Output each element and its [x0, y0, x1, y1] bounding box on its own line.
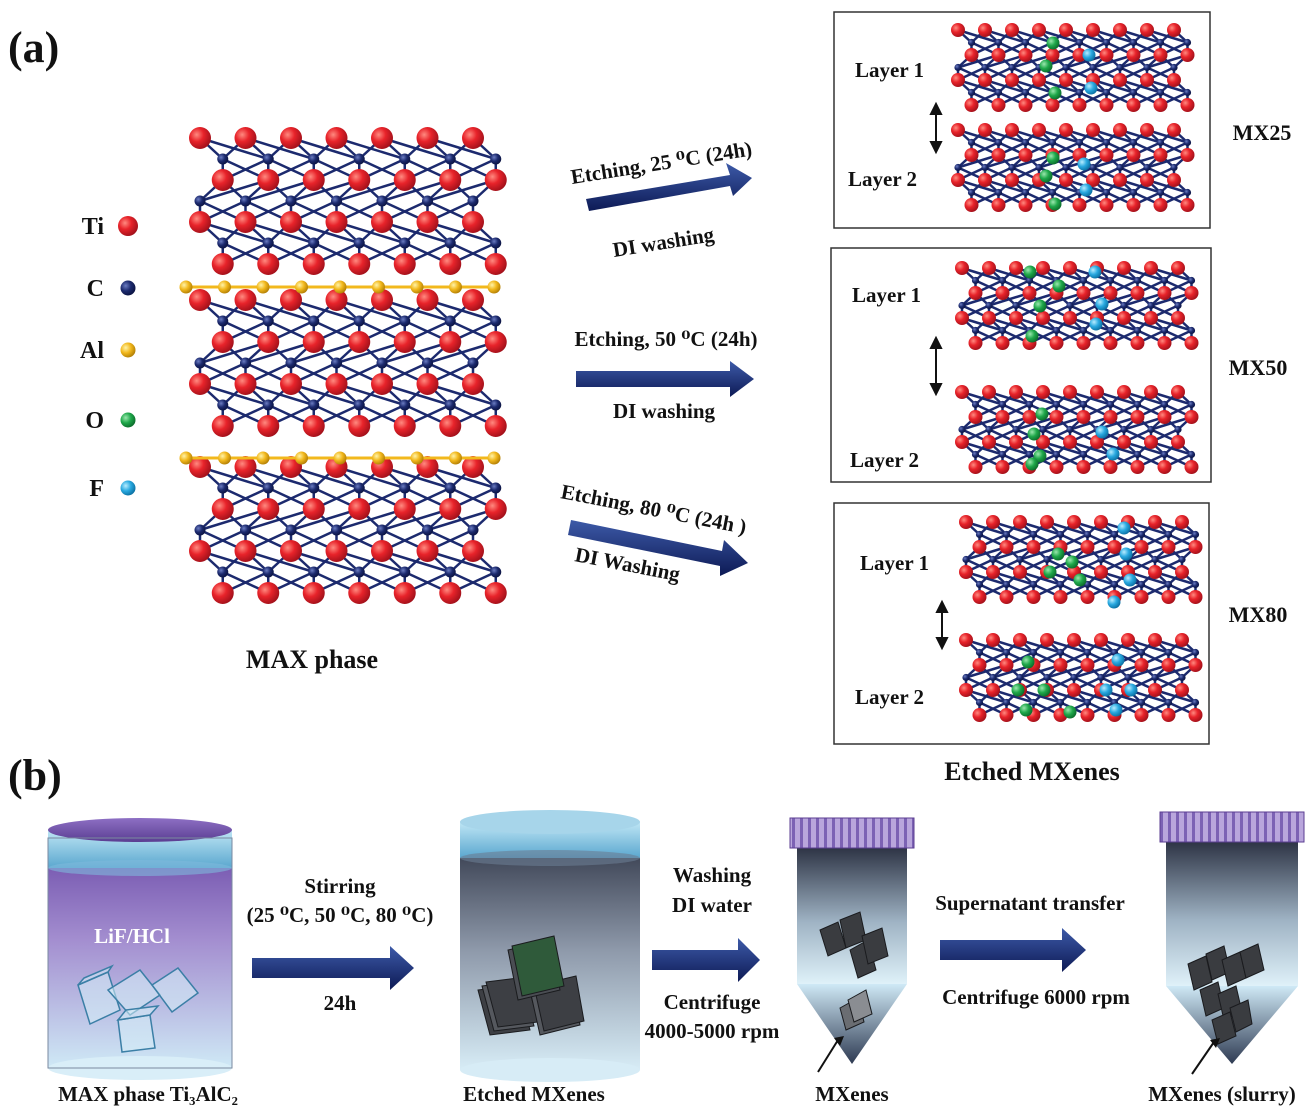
tube2-caption: MXenes (slurry)	[1148, 1082, 1296, 1106]
etching-step-50-top: Etching, 50 ⁰C (24h)	[574, 327, 757, 351]
stirring-arrow	[252, 946, 414, 990]
mx80-layer2	[959, 633, 1203, 722]
arrow2-label-top1: Washing	[673, 863, 752, 887]
legend-swatch-c	[120, 280, 136, 296]
panel-label-b: (b)	[8, 751, 62, 800]
legend-label-ti: Ti	[82, 214, 105, 240]
max-slab-3	[189, 456, 507, 604]
jar2-caption: Etched MXenes	[463, 1082, 605, 1106]
al-layer-1	[179, 280, 501, 294]
jar-etched-mxenes	[460, 810, 640, 1082]
etching-step-25-bottom: DI washing	[611, 222, 716, 262]
mx25-layer1	[951, 23, 1195, 112]
legend-label-al: Al	[80, 338, 104, 364]
arrow1-label-bottom: 24h	[324, 991, 357, 1015]
supernatant-arrow	[940, 928, 1086, 972]
element-legend: Ti C Al O F	[80, 214, 138, 502]
jar1-caption: MAX phase Ti₃AlC₂	[58, 1082, 238, 1106]
max-slab-2	[189, 289, 507, 437]
legend-label-o: O	[85, 408, 104, 434]
sample-label-mx25: MX25	[1233, 120, 1292, 145]
legend-label-f: F	[89, 476, 104, 502]
arrow3-label-bottom: Centrifuge 6000 rpm	[942, 985, 1130, 1009]
mx50-layer1	[955, 261, 1199, 350]
centrifuge-tube-2	[1159, 811, 1305, 1075]
etching-arrow-80: Etching, 80 ⁰C (24h ) DI Washing	[559, 479, 748, 586]
mx25-layer2	[951, 123, 1195, 212]
mx80-layer1	[959, 515, 1203, 609]
panel-label-a: (a)	[8, 23, 59, 72]
arrow2-label-bottom2: 4000-5000 rpm	[645, 1019, 780, 1043]
tube1-caption: MXenes	[815, 1082, 888, 1106]
mx80-layer2-label: Layer 2	[855, 685, 924, 709]
sample-label-mx80: MX80	[1229, 602, 1288, 627]
arrow1-label-top2: (25 ⁰C, 50 ⁰C, 80 ⁰C)	[247, 903, 434, 927]
etching-step-50-bottom: DI washing	[613, 399, 716, 423]
max-crystal-cubes	[77, 964, 200, 1053]
etching-arrow-50: Etching, 50 ⁰C (24h) DI washing	[574, 327, 757, 423]
legend-swatch-f	[120, 480, 136, 496]
mxene-flake-stacks	[477, 935, 585, 1036]
mx25-layer2-label: Layer 2	[848, 167, 917, 191]
legend-label-c: C	[87, 276, 104, 302]
etching-arrow-25: Etching, 25 ⁰C (24h) DI washing	[569, 137, 754, 262]
jar-lif-hcl: LiF/HCl	[47, 818, 233, 1080]
layer-gap-arrows	[929, 101, 949, 651]
arrow2-label-top2: DI water	[672, 893, 752, 917]
jar1-inner-label: LiF/HCl	[94, 924, 170, 948]
max-slab-1	[189, 127, 507, 275]
washing-arrow	[652, 938, 760, 982]
tube2-slurry-flakes	[1187, 943, 1265, 1045]
max-phase-lattice	[179, 127, 507, 604]
mx50-layer2	[955, 385, 1199, 474]
mx25-layer1-label: Layer 1	[855, 58, 924, 82]
centrifuge-tube-1	[789, 817, 915, 1073]
sample-label-mx50: MX50	[1229, 355, 1288, 380]
legend-swatch-o	[120, 412, 136, 428]
etched-mxenes-caption: Etched MXenes	[944, 757, 1119, 786]
mx50-layer2-label: Layer 2	[850, 448, 919, 472]
al-layer-2	[179, 451, 501, 465]
max-phase-label: MAX phase	[246, 645, 378, 674]
legend-swatch-al	[120, 342, 136, 358]
tube1-flakes	[819, 911, 889, 1031]
arrow1-label-top1: Stirring	[304, 874, 376, 898]
arrow2-label-bottom1: Centrifuge	[664, 990, 761, 1014]
legend-swatch-ti	[118, 216, 138, 236]
mx50-layer1-label: Layer 1	[852, 283, 921, 307]
mx80-layer1-label: Layer 1	[860, 551, 929, 575]
arrow3-label-top: Supernatant transfer	[935, 891, 1125, 915]
